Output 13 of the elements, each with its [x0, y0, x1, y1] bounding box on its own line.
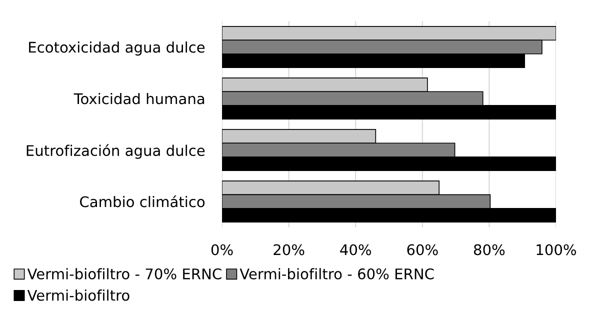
- legend-label: Vermi-biofiltro: [27, 290, 130, 301]
- y-tick-label: Cambio climático: [80, 195, 205, 208]
- y-tick-label: Toxicidad humana: [74, 92, 204, 104]
- x-tick-label: 60%: [407, 244, 438, 256]
- legend-label: Vermi-biofiltro - 70% ERNC: [27, 268, 222, 280]
- x-tick-label: 100%: [536, 244, 576, 256]
- x-tick-label: 40%: [340, 244, 372, 256]
- x-tick-label: 80%: [474, 244, 505, 256]
- x-tick-label: 0%: [211, 244, 233, 256]
- y-tick-label: Eutrofización agua dulce: [26, 144, 205, 159]
- y-tick-label: Ecotoxicidad agua dulce: [29, 41, 205, 56]
- x-tick-label: 20%: [274, 244, 304, 256]
- legend-label: Vermi-biofiltro - 60% ERNC: [240, 268, 434, 280]
